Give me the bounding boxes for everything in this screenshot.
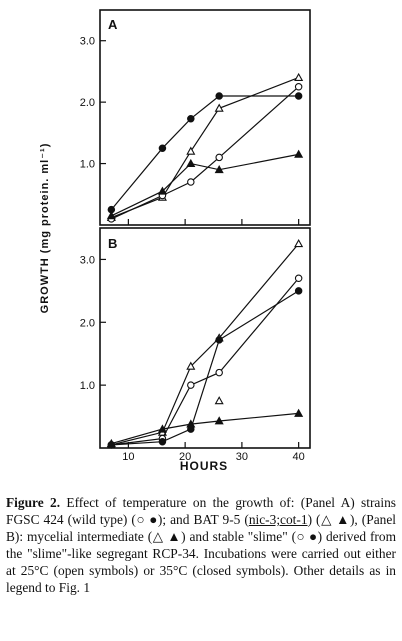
panel-b-series-3-point-4	[294, 408, 304, 417]
panel-a-y-tick-label-0: 1.0	[80, 159, 95, 171]
y-axis-title: GROWTH (mg protein. ml⁻¹)	[39, 143, 51, 314]
panel-a-series-3-point-3	[214, 164, 224, 174]
panel-a-series-3-point-1	[157, 186, 167, 195]
panel-b-label: B	[108, 236, 117, 251]
panel-b-series-1-line	[111, 277, 300, 446]
x-tick-label-1: 20	[179, 451, 191, 463]
x-tick-label-3: 40	[293, 451, 305, 463]
panel-b-series-0-point-2	[186, 361, 196, 370]
panel-b-series-3-line	[111, 412, 299, 445]
panel-b-y-tick-label-1: 2.0	[80, 317, 95, 329]
panel-a-series-1-line	[111, 77, 299, 219]
panel-b-y-tick-label-0: 1.0	[80, 380, 95, 392]
panel-b: 1.0 2.0 3.0	[80, 238, 304, 449]
panel-a-series-0-point-4	[294, 92, 303, 100]
panel-b-series-0-point-4	[294, 238, 304, 248]
panel-a-series-0-line	[110, 95, 299, 210]
caption-label: Figure 2.	[6, 495, 61, 510]
panel-a-series-2-point-4	[294, 83, 303, 91]
panel-b-series-3-point-0	[106, 438, 116, 448]
panel-b-frame	[99, 227, 311, 449]
panel-a-series-1-point-2	[186, 146, 196, 155]
x-axis-ticks: 10 20 30 40	[122, 451, 305, 463]
x-tick-label-0: 10	[122, 451, 134, 463]
caption-text-2: ) (△ ▲), (Panel B): mycelial intermediat…	[6, 512, 396, 595]
panel-b-series-2-point-3	[215, 336, 223, 344]
panel-a-series-1-point-4	[294, 72, 304, 82]
panel-b-series-1-point-3	[215, 368, 223, 377]
caption-genotype: nic-3;cot-1	[248, 512, 308, 527]
panel-a-series-3-point-0	[106, 211, 116, 220]
panel-a-series-3-point-2	[186, 158, 196, 168]
panel-b-series-3-point-2	[186, 419, 196, 428]
panel-a-series-3-point-4	[294, 149, 304, 158]
panel-a-y-tick-label-1: 2.0	[80, 97, 95, 109]
x-tick-label-2: 30	[236, 451, 248, 463]
panel-a-y-tick-label-2: 3.0	[80, 36, 95, 48]
panel-a-series-1-point-3	[214, 103, 224, 112]
panel-b-series-1-point-4	[294, 274, 303, 283]
panel-a-frame	[99, 9, 311, 226]
panel-a-series-2-point-2	[187, 178, 195, 186]
panel-a-label: A	[108, 17, 118, 32]
panel-b-series-0-line	[111, 243, 300, 446]
caption-text-1: Effect of temperature on the growth of: …	[6, 495, 397, 527]
x-axis-title: HOURS	[180, 459, 228, 473]
growth-figure: 1.0 2.0 3.0 1.0 2.0 3.0 10 20 30 40 A B HOURS G…	[39, 9, 311, 473]
panel-b-y-tick-label-2: 3.0	[80, 254, 95, 266]
panel-b-series-2-line	[111, 290, 299, 446]
figure-caption: Figure 2. Effect of temperature on the g…	[6, 494, 396, 596]
panel-b-series-2-point-4	[294, 287, 303, 295]
panel-b-series-3-point-3	[214, 416, 224, 425]
panel-b-series-2-point-1	[158, 437, 167, 446]
panel-a-series-0-point-3	[215, 92, 223, 100]
panel-a-series-0-point-1	[158, 144, 167, 152]
panel-a-series-0-point-2	[187, 114, 195, 123]
panel-b-series-4-point-0	[214, 396, 224, 405]
panel-b-series-3-point-1	[157, 424, 167, 433]
panel-a: 1.0 2.0 3.0	[80, 36, 304, 225]
panel-b-series-1-point-2	[187, 381, 195, 389]
panel-a-series-2-point-3	[215, 153, 223, 162]
